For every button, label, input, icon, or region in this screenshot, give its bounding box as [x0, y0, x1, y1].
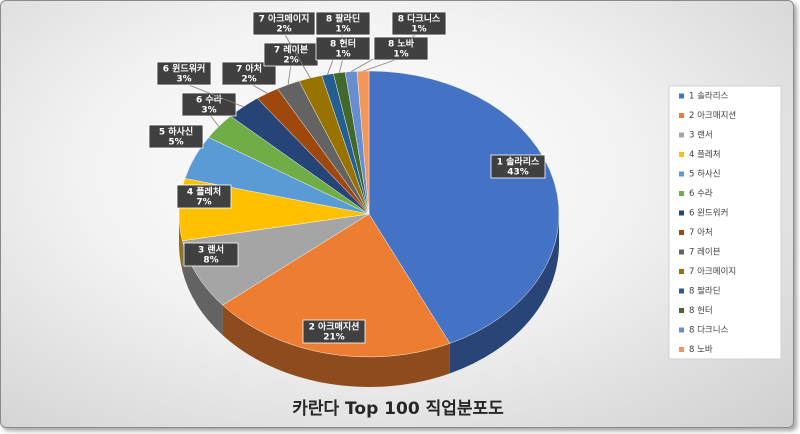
pie-group — [178, 70, 560, 387]
data-label-value: 3% — [176, 75, 191, 85]
data-label-value: 7% — [196, 198, 211, 208]
legend-label: 3 랜서 — [689, 130, 713, 141]
data-label-value: 2% — [283, 56, 298, 66]
legend-box — [668, 85, 782, 360]
data-label-value: 1% — [335, 50, 350, 60]
legend-swatch — [679, 171, 684, 177]
legend-swatch — [679, 249, 684, 255]
legend-swatch — [679, 327, 684, 333]
legend-label: 7 아크메이지 — [689, 266, 736, 277]
leader-line — [338, 57, 344, 73]
legend-label: 5 하사신 — [689, 169, 721, 180]
legend-label: 6 수라 — [689, 189, 713, 199]
data-label-box — [391, 11, 447, 36]
data-label-name: 8 헌터 — [330, 38, 356, 50]
leader-line — [183, 82, 244, 108]
leader-line — [283, 32, 311, 79]
data-label-box — [148, 124, 204, 149]
slice-side — [222, 305, 450, 387]
data-label-name: 7 아크메이지 — [259, 13, 310, 25]
legend-swatch — [679, 269, 684, 274]
data-label-value: 1% — [335, 25, 350, 35]
data-label-name: 7 레이븐 — [274, 44, 308, 56]
chart-title: 카란다 Top 100 직업분포도 — [292, 399, 504, 419]
legend-swatch — [679, 347, 684, 352]
data-label-name: 2 아크매지션 — [309, 321, 360, 333]
data-label-box — [156, 61, 212, 86]
data-label-value: 21% — [323, 333, 345, 343]
slice-side — [182, 240, 223, 336]
data-label-name: 3 랜서 — [198, 244, 224, 256]
legend-swatch — [679, 113, 684, 118]
legend-swatch — [679, 210, 684, 216]
data-label-box — [221, 61, 277, 86]
data-label-box — [315, 36, 371, 61]
data-label-box — [490, 154, 546, 179]
data-label-value: 8% — [203, 256, 218, 266]
chart-frame: 카란다 Top 100 직업분포도 1 솔라리스 43% 2 아크매지션 21% 3 랜… — [0, 0, 794, 428]
legend-swatch — [679, 308, 684, 313]
data-label-value: 2% — [241, 75, 256, 85]
slice-side — [449, 214, 559, 374]
pie-slice — [222, 213, 451, 358]
legend-swatch — [679, 93, 684, 99]
pie-slice — [368, 70, 560, 344]
data-label-box — [252, 11, 316, 36]
data-label-box — [373, 36, 429, 61]
legend-swatch — [679, 152, 684, 157]
pie-slice — [182, 213, 370, 306]
legend-label: 8 헌터 — [689, 306, 713, 316]
data-label-name: 5 하사신 — [159, 126, 193, 138]
data-label-name: 8 팔라딘 — [326, 13, 360, 25]
legend-swatch — [679, 132, 684, 138]
data-label-value: 1% — [411, 25, 426, 35]
data-label-name: 4 플레처 — [187, 186, 221, 198]
data-label-name: 8 다크니스 — [398, 13, 441, 25]
data-label-name: 1 솔라리스 — [497, 156, 540, 168]
data-label-name: 6 윈드워커 — [163, 63, 206, 75]
data-label-name: 6 수라 — [196, 94, 223, 106]
data-label-name: 7 아처 — [236, 63, 262, 75]
data-label-value: 1% — [393, 50, 408, 60]
leader-line — [287, 63, 292, 85]
data-label-name: 8 노바 — [388, 38, 415, 50]
legend-label: 8 다크니스 — [689, 325, 729, 336]
legend-label: 7 아처 — [689, 227, 713, 238]
legend-swatch — [679, 191, 684, 196]
legend-label: 8 노바 — [689, 344, 713, 355]
data-label-value: 43% — [507, 168, 529, 178]
legend-label: 6 윈드워커 — [689, 209, 728, 219]
data-label-value: 2% — [276, 25, 291, 35]
data-label-box — [302, 319, 366, 344]
legend-label: 8 팔라딘 — [689, 286, 721, 297]
legend-label: 1 솔라리스 — [689, 92, 729, 102]
data-label-value: 5% — [168, 138, 183, 148]
legend-label: 4 플레처 — [689, 150, 721, 160]
legend-label: 7 레이븐 — [689, 247, 721, 258]
legend-swatch — [679, 288, 684, 294]
data-label-box — [315, 11, 371, 36]
data-label-box — [176, 184, 232, 209]
data-label-value: 3% — [201, 106, 216, 116]
data-label-box — [183, 242, 239, 267]
legend-label: 2 아크매지션 — [689, 110, 736, 121]
legend-swatch — [679, 230, 684, 235]
